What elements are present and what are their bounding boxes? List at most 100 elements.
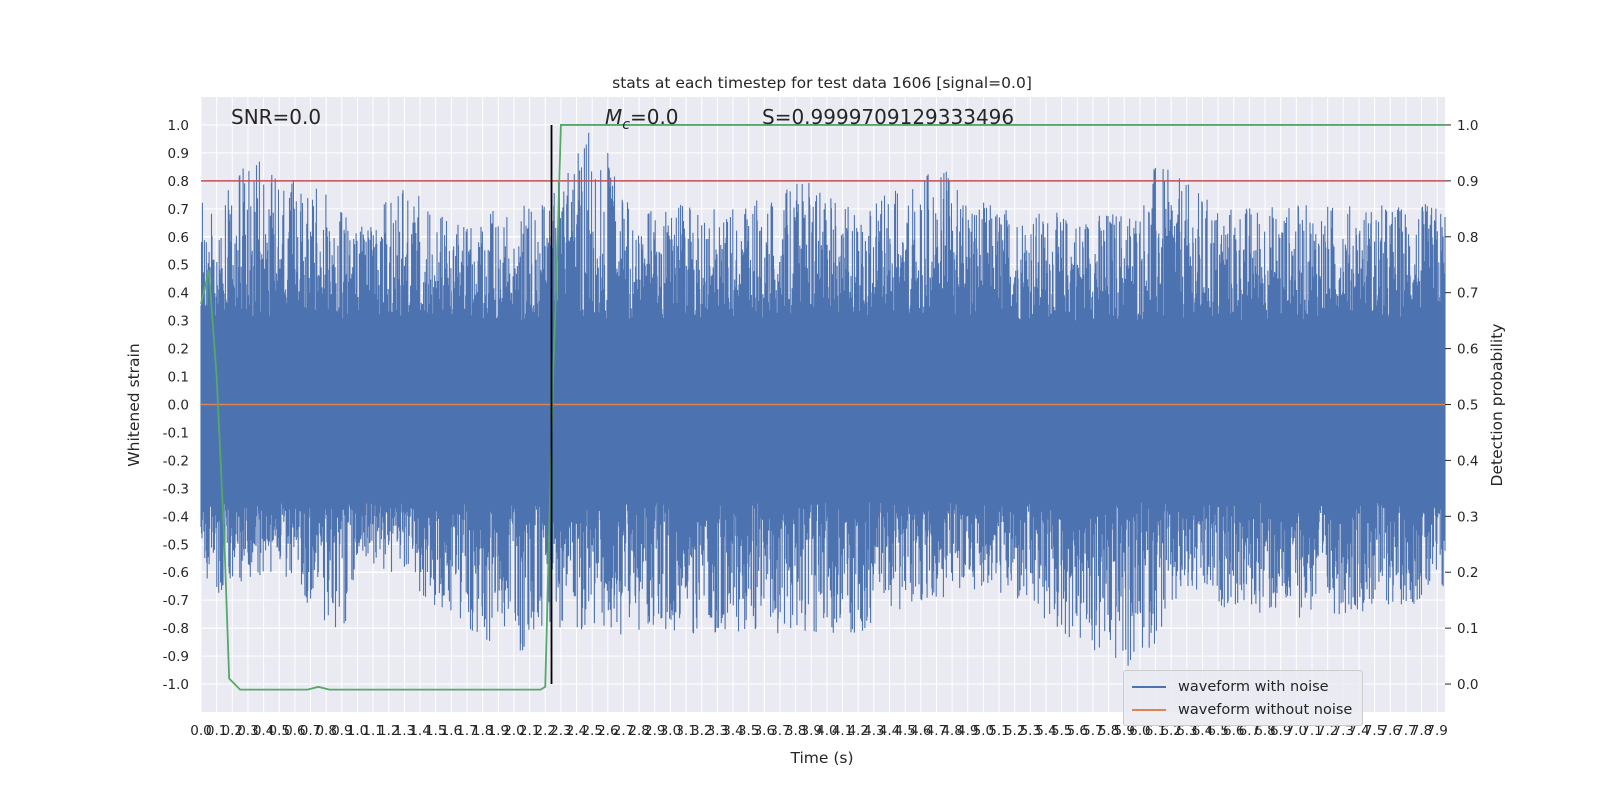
x-tick-label: 4.4 xyxy=(879,723,900,739)
x-tick-label: 7.2 xyxy=(1317,723,1338,739)
noise-waveform-core xyxy=(201,354,1445,450)
y2-axis-label: Detection probability xyxy=(1488,324,1506,487)
y-tick-label: 0.9 xyxy=(168,146,189,162)
y-tick-label: -0.7 xyxy=(163,593,189,609)
y2-tick-label: 1.0 xyxy=(1457,118,1478,134)
x-tick-label: 2.5 xyxy=(581,723,602,739)
x-tick-label: 3.9 xyxy=(801,723,822,739)
x-tick-label: 1.8 xyxy=(472,723,493,739)
y2-tick-label: 0.7 xyxy=(1457,286,1478,302)
legend-label-noise: waveform with noise xyxy=(1178,679,1329,695)
y2-tick-label: 0.9 xyxy=(1457,174,1478,190)
x-tick-label: 2.2 xyxy=(535,723,556,739)
x-tick-label: 5.2 xyxy=(1004,723,1025,739)
y-tick-label: 0.2 xyxy=(168,342,189,358)
y-tick-label: -0.6 xyxy=(163,565,189,581)
x-tick-label: 7.7 xyxy=(1395,723,1416,739)
x-tick-label: 4.0 xyxy=(816,723,837,739)
y2-tick-label: 0.2 xyxy=(1457,565,1478,581)
y2-tick-label: 0.6 xyxy=(1457,342,1478,358)
score-annotation: S=0.9999709129333496 xyxy=(762,105,1014,129)
x-tick-label: 2.0 xyxy=(503,723,524,739)
x-tick-label: 7.1 xyxy=(1301,723,1322,739)
x-tick-label: 1.5 xyxy=(425,723,446,739)
x-tick-label: 2.8 xyxy=(628,723,649,739)
x-tick-label: 5.9 xyxy=(1113,723,1134,739)
y-tick-label: 0.8 xyxy=(168,174,189,190)
x-tick-label: 3.5 xyxy=(738,723,759,739)
y-tick-label: -0.5 xyxy=(163,537,189,553)
y-tick-label: -0.9 xyxy=(163,649,189,665)
x-tick-label: 6.1 xyxy=(1145,723,1166,739)
x-tick-label: 2.7 xyxy=(613,723,634,739)
x-tick-label: 0.9 xyxy=(331,723,352,739)
y2-tick-label: 0.3 xyxy=(1457,509,1478,525)
x-tick-label: 2.6 xyxy=(597,723,618,739)
snr-annotation: SNR=0.0 xyxy=(231,105,321,129)
y-tick-label: -1.0 xyxy=(163,677,189,693)
y-tick-label: -0.8 xyxy=(163,621,189,637)
x-tick-label: 4.8 xyxy=(941,723,962,739)
x-tick-label: 0.2 xyxy=(222,723,243,739)
x-tick-label: 3.8 xyxy=(785,723,806,739)
x-tick-label: 7.5 xyxy=(1364,723,1385,739)
x-tick-label: 5.3 xyxy=(1020,723,1041,739)
x-tick-label: 0.0 xyxy=(190,723,211,739)
x-tick-label: 6.8 xyxy=(1254,723,1275,739)
x-tick-label: 6.3 xyxy=(1176,723,1197,739)
x-tick-label: 2.3 xyxy=(550,723,571,739)
x-tick-label: 4.9 xyxy=(957,723,978,739)
x-tick-label: 2.4 xyxy=(566,723,587,739)
x-tick-label: 1.7 xyxy=(456,723,477,739)
x-tick-label: 7.3 xyxy=(1333,723,1354,739)
y-tick-label: 0.3 xyxy=(168,314,189,330)
x-tick-label: 1.2 xyxy=(378,723,399,739)
x-tick-label: 7.4 xyxy=(1348,723,1369,739)
waveform-with-noise-series xyxy=(200,132,1446,666)
y-tick-label: 0.4 xyxy=(168,286,189,302)
y-tick-label: -0.3 xyxy=(163,481,189,497)
y2-tick-label: 0.4 xyxy=(1457,453,1478,469)
x-tick-label: 1.6 xyxy=(441,723,462,739)
x-tick-label: 7.8 xyxy=(1411,723,1432,739)
legend: waveform with noise waveform without noi… xyxy=(1123,670,1363,726)
y-tick-label: -0.4 xyxy=(163,509,189,525)
y-tick-label: 0.1 xyxy=(168,370,189,386)
x-tick-label: 1.0 xyxy=(347,723,368,739)
x-tick-label: 4.7 xyxy=(926,723,947,739)
x-tick-label: 7.6 xyxy=(1379,723,1400,739)
x-tick-label: 3.0 xyxy=(660,723,681,739)
y-axis-label: Whitened strain xyxy=(125,343,143,466)
x-tick-label: 3.1 xyxy=(675,723,696,739)
x-tick-label: 6.5 xyxy=(1207,723,1228,739)
x-tick-label: 3.4 xyxy=(722,723,743,739)
y-tick-label: 1.0 xyxy=(168,118,189,134)
x-tick-label: 1.3 xyxy=(394,723,415,739)
x-tick-label: 2.9 xyxy=(644,723,665,739)
chirp-mass-subscript: c xyxy=(622,117,630,133)
x-tick-label: 6.0 xyxy=(1129,723,1150,739)
x-tick-label: 1.1 xyxy=(362,723,383,739)
x-tick-label: 1.4 xyxy=(409,723,430,739)
x-tick-label: 6.7 xyxy=(1239,723,1260,739)
y-tick-labels: 1.0 0.9 0.8 0.7 0.6 0.5 0.4 0.3 0.2 0.1 0.0 -0.1 -0.… xyxy=(163,118,189,693)
x-tick-label: 0.6 xyxy=(284,723,305,739)
y2-tick-label: 0.5 xyxy=(1457,398,1478,414)
x-tick-label: 2.1 xyxy=(519,723,540,739)
x-tick-label: 0.1 xyxy=(206,723,227,739)
x-tick-labels: 0.00.10.20.30.40.50.60.70.80.91.01.11.21… xyxy=(190,723,1448,739)
x-tick-label: 0.5 xyxy=(268,723,289,739)
x-tick-label: 0.8 xyxy=(315,723,336,739)
legend-entry-clean: waveform without noise xyxy=(1132,700,1352,720)
y2-tick-labels: 1.0 0.9 0.8 0.7 0.6 0.5 0.4 0.3 0.2 0.1 0.0 xyxy=(1445,118,1478,693)
x-tick-label: 4.3 xyxy=(863,723,884,739)
legend-entry-noise: waveform with noise xyxy=(1132,677,1329,697)
x-axis-label: Time (s) xyxy=(789,749,853,767)
legend-swatch-noise xyxy=(1132,686,1166,688)
x-tick-label: 4.5 xyxy=(894,723,915,739)
y-tick-label: 0.5 xyxy=(168,258,189,274)
y-tick-label: -0.1 xyxy=(163,425,189,441)
chart-title: stats at each timestep for test data 160… xyxy=(612,74,1032,92)
x-tick-label: 5.5 xyxy=(1051,723,1072,739)
